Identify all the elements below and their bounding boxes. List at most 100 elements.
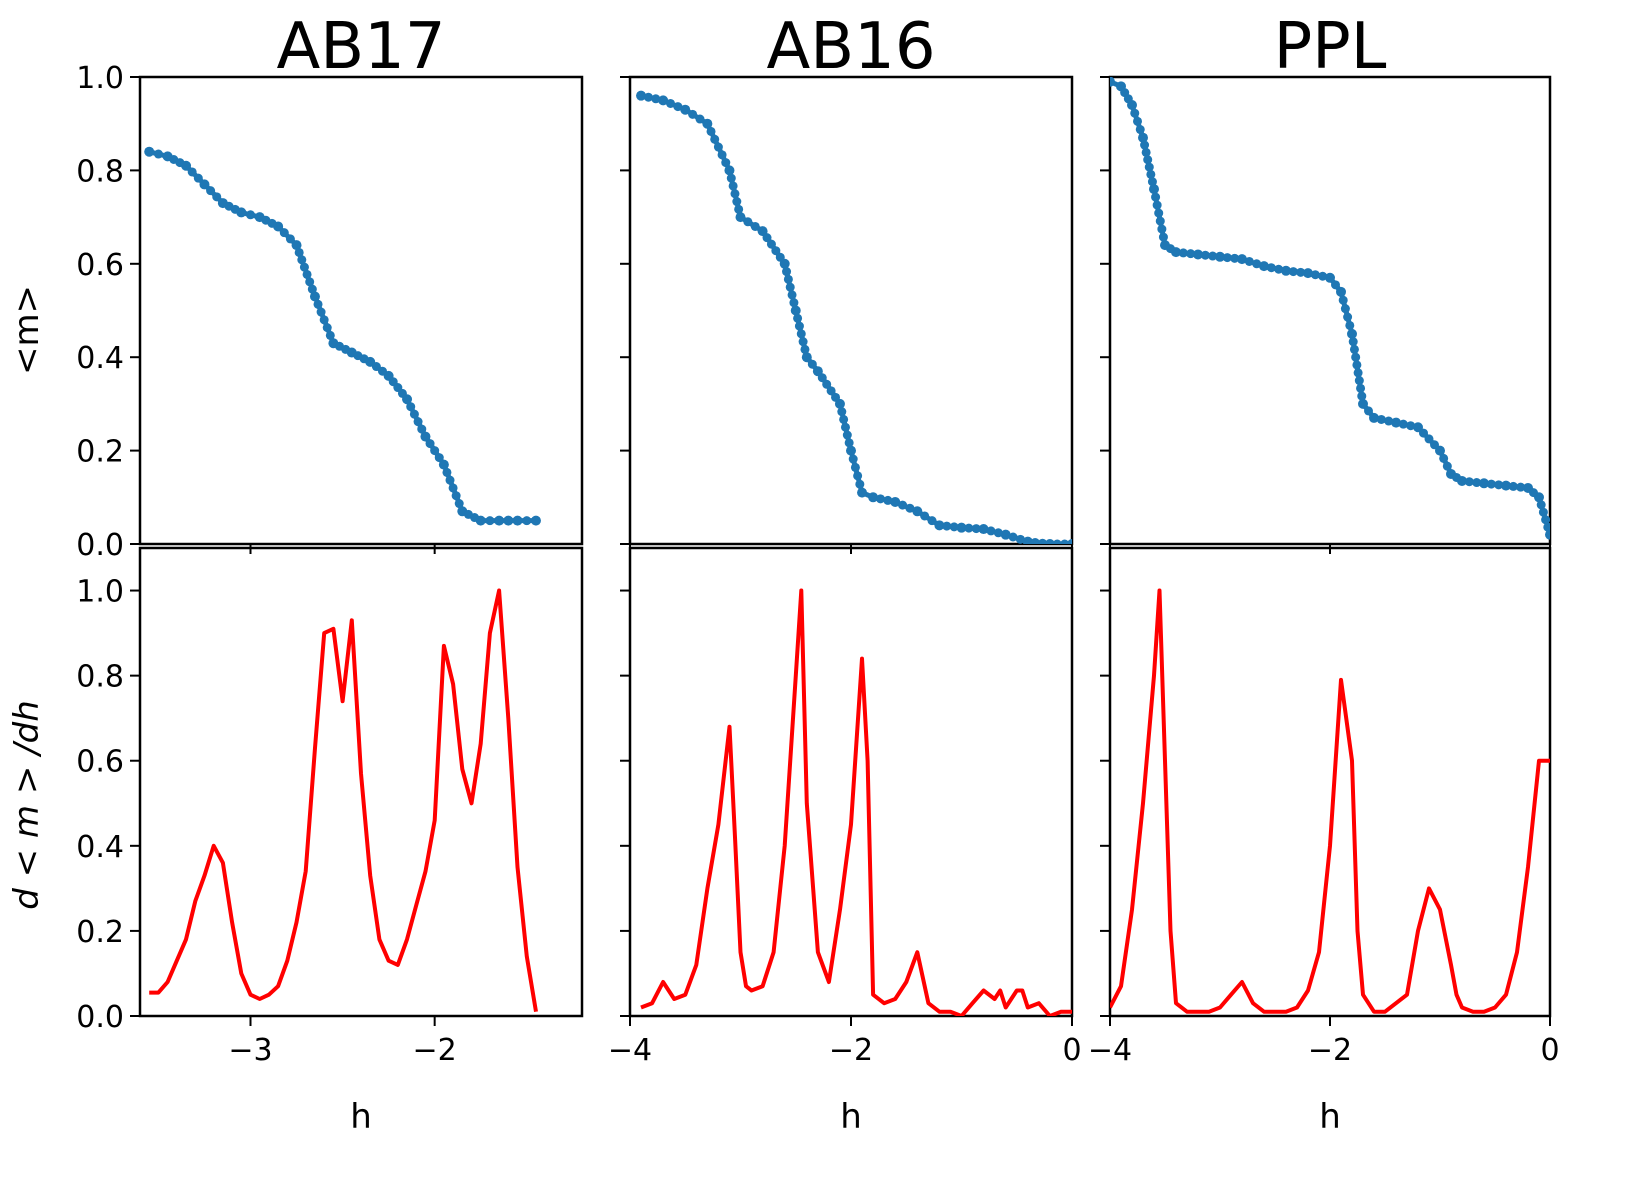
ab17-derivative-xlabel: h xyxy=(350,1097,372,1137)
ab16-magnetization-marker xyxy=(743,217,753,227)
ab17-derivative-ytick-label-0: 0.0 xyxy=(76,1000,124,1035)
ab17-magnetization-marker xyxy=(454,499,464,509)
ppl-derivative-axes: −4 −2 0 h xyxy=(1088,546,1560,1137)
ab16-magnetization-marker xyxy=(793,313,803,323)
ab17-magnetization-marker xyxy=(285,234,295,244)
ab17-magnetization-marker xyxy=(417,424,427,434)
ab17-derivative-ytick-label-2: 0.4 xyxy=(76,830,124,865)
ab17-magnetization-marker xyxy=(305,277,315,287)
ppl-magnetization-marker xyxy=(1310,270,1320,280)
ppl-derivative-xtick-label-1: −2 xyxy=(1308,1033,1352,1068)
ab17-magnetization-marker xyxy=(316,307,326,317)
ab17-magnetization-marker xyxy=(325,330,335,340)
ppl-magnetization-marker xyxy=(1152,200,1162,210)
ppl-magnetization-marker xyxy=(1464,477,1474,487)
ab16-magnetization-marker xyxy=(728,181,738,191)
ab16-magnetization-marker xyxy=(798,337,808,347)
ab17-magnetization-marker xyxy=(448,483,458,493)
ab16-magnetization-marker xyxy=(826,386,836,396)
ab17-magnetization-point-21 xyxy=(512,515,523,526)
ppl-magnetization-marker xyxy=(1543,522,1550,532)
ppl-derivative-series xyxy=(1110,588,1550,1014)
ppl-magnetization-marker xyxy=(1541,515,1550,525)
ab17-magnetization-marker xyxy=(413,417,423,427)
ppl-magnetization-marker xyxy=(1130,108,1140,118)
ppl-magnetization-point-10 xyxy=(1259,261,1269,272)
ab16-derivative-frame xyxy=(628,546,1074,1018)
ab16-derivative-axes: −4 −2 0 h xyxy=(608,546,1082,1137)
ppl-derivative-xlabel: h xyxy=(1319,1097,1341,1137)
ab16-magnetization-marker xyxy=(785,282,795,292)
ab17-magnetization-point-16 xyxy=(438,459,449,470)
ab16-magnetization-point-5 xyxy=(735,212,746,223)
ppl-magnetization-point-17 xyxy=(1369,412,1379,423)
ab16-magnetization-marker xyxy=(651,94,661,104)
ab16-magnetization-marker xyxy=(732,197,742,207)
ppl-magnetization-marker xyxy=(1343,312,1353,322)
ab16-magnetization-marker xyxy=(643,92,653,102)
ab17-magnetization-point-0 xyxy=(144,146,155,157)
ppl-magnetization-marker xyxy=(1252,259,1262,269)
ppl-magnetization-marker xyxy=(1424,434,1434,444)
ab17-magnetization-marker xyxy=(377,366,387,376)
ab17-magnetization-ytick-label-2: 0.4 xyxy=(76,341,124,376)
ab16-magnetization-point-21 xyxy=(1022,536,1033,544)
ab17-magnetization-marker xyxy=(307,284,317,294)
ab17-magnetization-marker xyxy=(302,269,312,279)
ab16-magnetization-point-16 xyxy=(912,506,923,517)
ab16-magnetization-marker xyxy=(942,521,952,531)
ab16-magnetization-point-8 xyxy=(790,305,801,316)
ab16-magnetization-marker xyxy=(949,522,959,532)
ab16-magnetization-point-13 xyxy=(857,487,868,498)
ab17-magnetization-marker xyxy=(299,262,309,272)
ppl-magnetization-marker xyxy=(1151,192,1161,202)
ab16-derivative-xtick-label-2: 0 xyxy=(1062,1033,1081,1068)
ab16-magnetization-marker xyxy=(898,500,908,510)
ab17-derivative-xtick-label-0: −3 xyxy=(228,1033,272,1068)
ab17-magnetization-marker xyxy=(397,388,407,398)
ppl-magnetization-marker xyxy=(1331,280,1340,290)
ppl-magnetization-marker xyxy=(1536,500,1546,510)
ab17-magnetization-point-9 xyxy=(309,291,320,302)
ppl-magnetization-marker xyxy=(1141,147,1151,157)
ppl-magnetization-marker xyxy=(1135,125,1145,135)
ab16-magnetization-marker xyxy=(842,430,852,440)
ab17-magnetization-marker xyxy=(371,362,381,372)
ab16-magnetization-marker xyxy=(688,109,698,119)
ab16-magnetization-marker xyxy=(726,173,736,183)
ab17-magnetization-marker xyxy=(442,467,452,477)
panels: 0.00.20.40.60.81.0 AB17 AB16 PPL0.00.20.40.… xyxy=(76,10,1559,1137)
ab16-magnetization-point-18 xyxy=(956,522,967,533)
ppl-magnetization-point-12 xyxy=(1303,268,1313,279)
ppl-magnetization-point-9 xyxy=(1237,254,1247,265)
ab17-magnetization-ytick-label-0: 0.0 xyxy=(76,528,124,563)
ab17-magnetization-point-15 xyxy=(420,431,431,442)
ab16-magnetization-series xyxy=(636,90,1072,544)
ab16-magnetization-point-1 xyxy=(658,95,669,106)
ppl-magnetization-point-27 xyxy=(1545,529,1550,540)
ab16-magnetization-marker xyxy=(875,494,885,504)
ab17-magnetization-axes: 0.0 0.2 0.4 0.6 0.8 1.0 AB17 xyxy=(76,10,584,563)
ab17-magnetization-marker xyxy=(485,516,495,526)
ab16-magnetization-marker xyxy=(1030,537,1040,544)
ab16-magnetization-marker xyxy=(666,98,676,108)
ppl-magnetization-marker xyxy=(1538,507,1548,517)
ab17-magnetization-marker xyxy=(359,354,369,364)
ppl-derivative-xtick-label-0: −4 xyxy=(1088,1033,1132,1068)
ab16-magnetization-frame xyxy=(628,75,1074,546)
ppl-magnetization-marker xyxy=(1419,428,1428,438)
ab16-magnetization-title: AB16 xyxy=(766,10,935,84)
ab16-magnetization-marker xyxy=(782,267,792,277)
ab16-magnetization-marker xyxy=(807,359,817,369)
ab16-magnetization-marker xyxy=(905,503,915,513)
ab17-magnetization-title: AB17 xyxy=(276,10,445,84)
ppl-magnetization-marker xyxy=(1398,419,1408,429)
ab16-magnetization-marker xyxy=(1008,532,1018,542)
ab16-derivative-xtick-label-1: −2 xyxy=(829,1033,873,1068)
ab16-magnetization-marker xyxy=(695,114,705,124)
ab17-derivative-axes: 0.0 0.2 0.4 0.6 0.8 1.0 −3 −2 h xyxy=(76,546,584,1137)
ppl-magnetization-marker xyxy=(1353,368,1363,378)
ab17-magnetization-marker xyxy=(279,228,289,238)
ab16-magnetization-marker xyxy=(730,189,740,199)
